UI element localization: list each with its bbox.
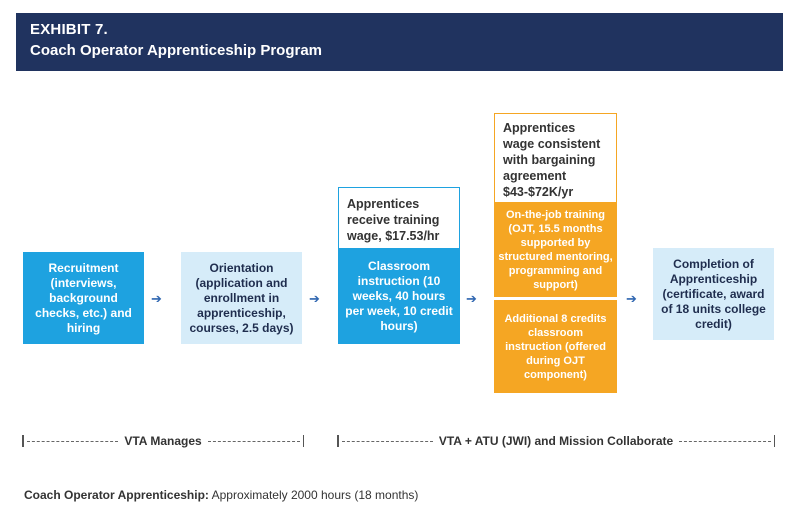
arrow-right-icon: ➔ — [626, 291, 637, 306]
arrow-right-icon: ➔ — [151, 291, 162, 306]
arrow-right-icon: ➔ — [466, 291, 477, 306]
classroom-wage-note: Apprentices receive training wage, $17.5… — [338, 187, 460, 249]
timeline-tick — [302, 435, 304, 447]
timeline-tick — [773, 435, 775, 447]
ojt-wage-note-text: Apprentices wage consistent with bargain… — [503, 121, 601, 199]
step-orientation: Orientation (application and enrollment … — [181, 252, 302, 344]
footer-label: Coach Operator Apprenticeship: — [24, 488, 209, 502]
step-on-the-job-training: On-the-job training (OJT, 15.5 months su… — [494, 203, 617, 297]
step-completion: Completion of Apprenticeship (certificat… — [653, 248, 774, 340]
ojt-wage-note: Apprentices wage consistent with bargain… — [494, 113, 617, 203]
timeline-tick — [337, 435, 339, 447]
timeline-dash — [26, 440, 119, 442]
classroom-wage-note-text: Apprentices receive training wage, $17.5… — [347, 197, 440, 243]
exhibit-header: EXHIBIT 7. Coach Operator Apprenticeship… — [16, 13, 783, 71]
footer-note: Coach Operator Apprenticeship: Approxima… — [24, 488, 418, 502]
step-ojt-text: On-the-job training (OJT, 15.5 months su… — [498, 209, 613, 291]
timeline-dash — [679, 440, 771, 442]
exhibit-label: EXHIBIT 7. — [30, 21, 108, 38]
timeline-collaborate: VTA + ATU (JWI) and Mission Collaborate — [337, 434, 775, 448]
exhibit-title: Coach Operator Apprenticeship Program — [30, 42, 323, 59]
step-additional-credits: Additional 8 credits classroom instructi… — [494, 300, 617, 393]
timeline-left-label: VTA Manages — [124, 434, 202, 448]
step-classroom-instruction: Classroom instruction (10 weeks, 40 hour… — [338, 249, 460, 344]
step-additional-text: Additional 8 credits classroom instructi… — [504, 312, 607, 381]
timeline-right-label: VTA + ATU (JWI) and Mission Collaborate — [438, 434, 674, 448]
step-classroom-text: Classroom instruction (10 weeks, 40 hour… — [345, 259, 453, 333]
arrow-right-icon: ➔ — [309, 291, 320, 306]
step-completion-text: Completion of Apprenticeship (certificat… — [661, 256, 766, 331]
footer-text: Approximately 2000 hours (18 months) — [208, 488, 419, 502]
timeline-dash — [207, 440, 300, 442]
step-recruitment-text: Recruitment (interviews, background chec… — [35, 260, 132, 335]
timeline-dash — [341, 440, 433, 442]
step-recruitment: Recruitment (interviews, background chec… — [23, 252, 144, 344]
timeline-tick — [22, 435, 24, 447]
timeline-vta-manages: VTA Manages — [22, 434, 304, 448]
step-orientation-text: Orientation (application and enrollment … — [189, 260, 294, 335]
